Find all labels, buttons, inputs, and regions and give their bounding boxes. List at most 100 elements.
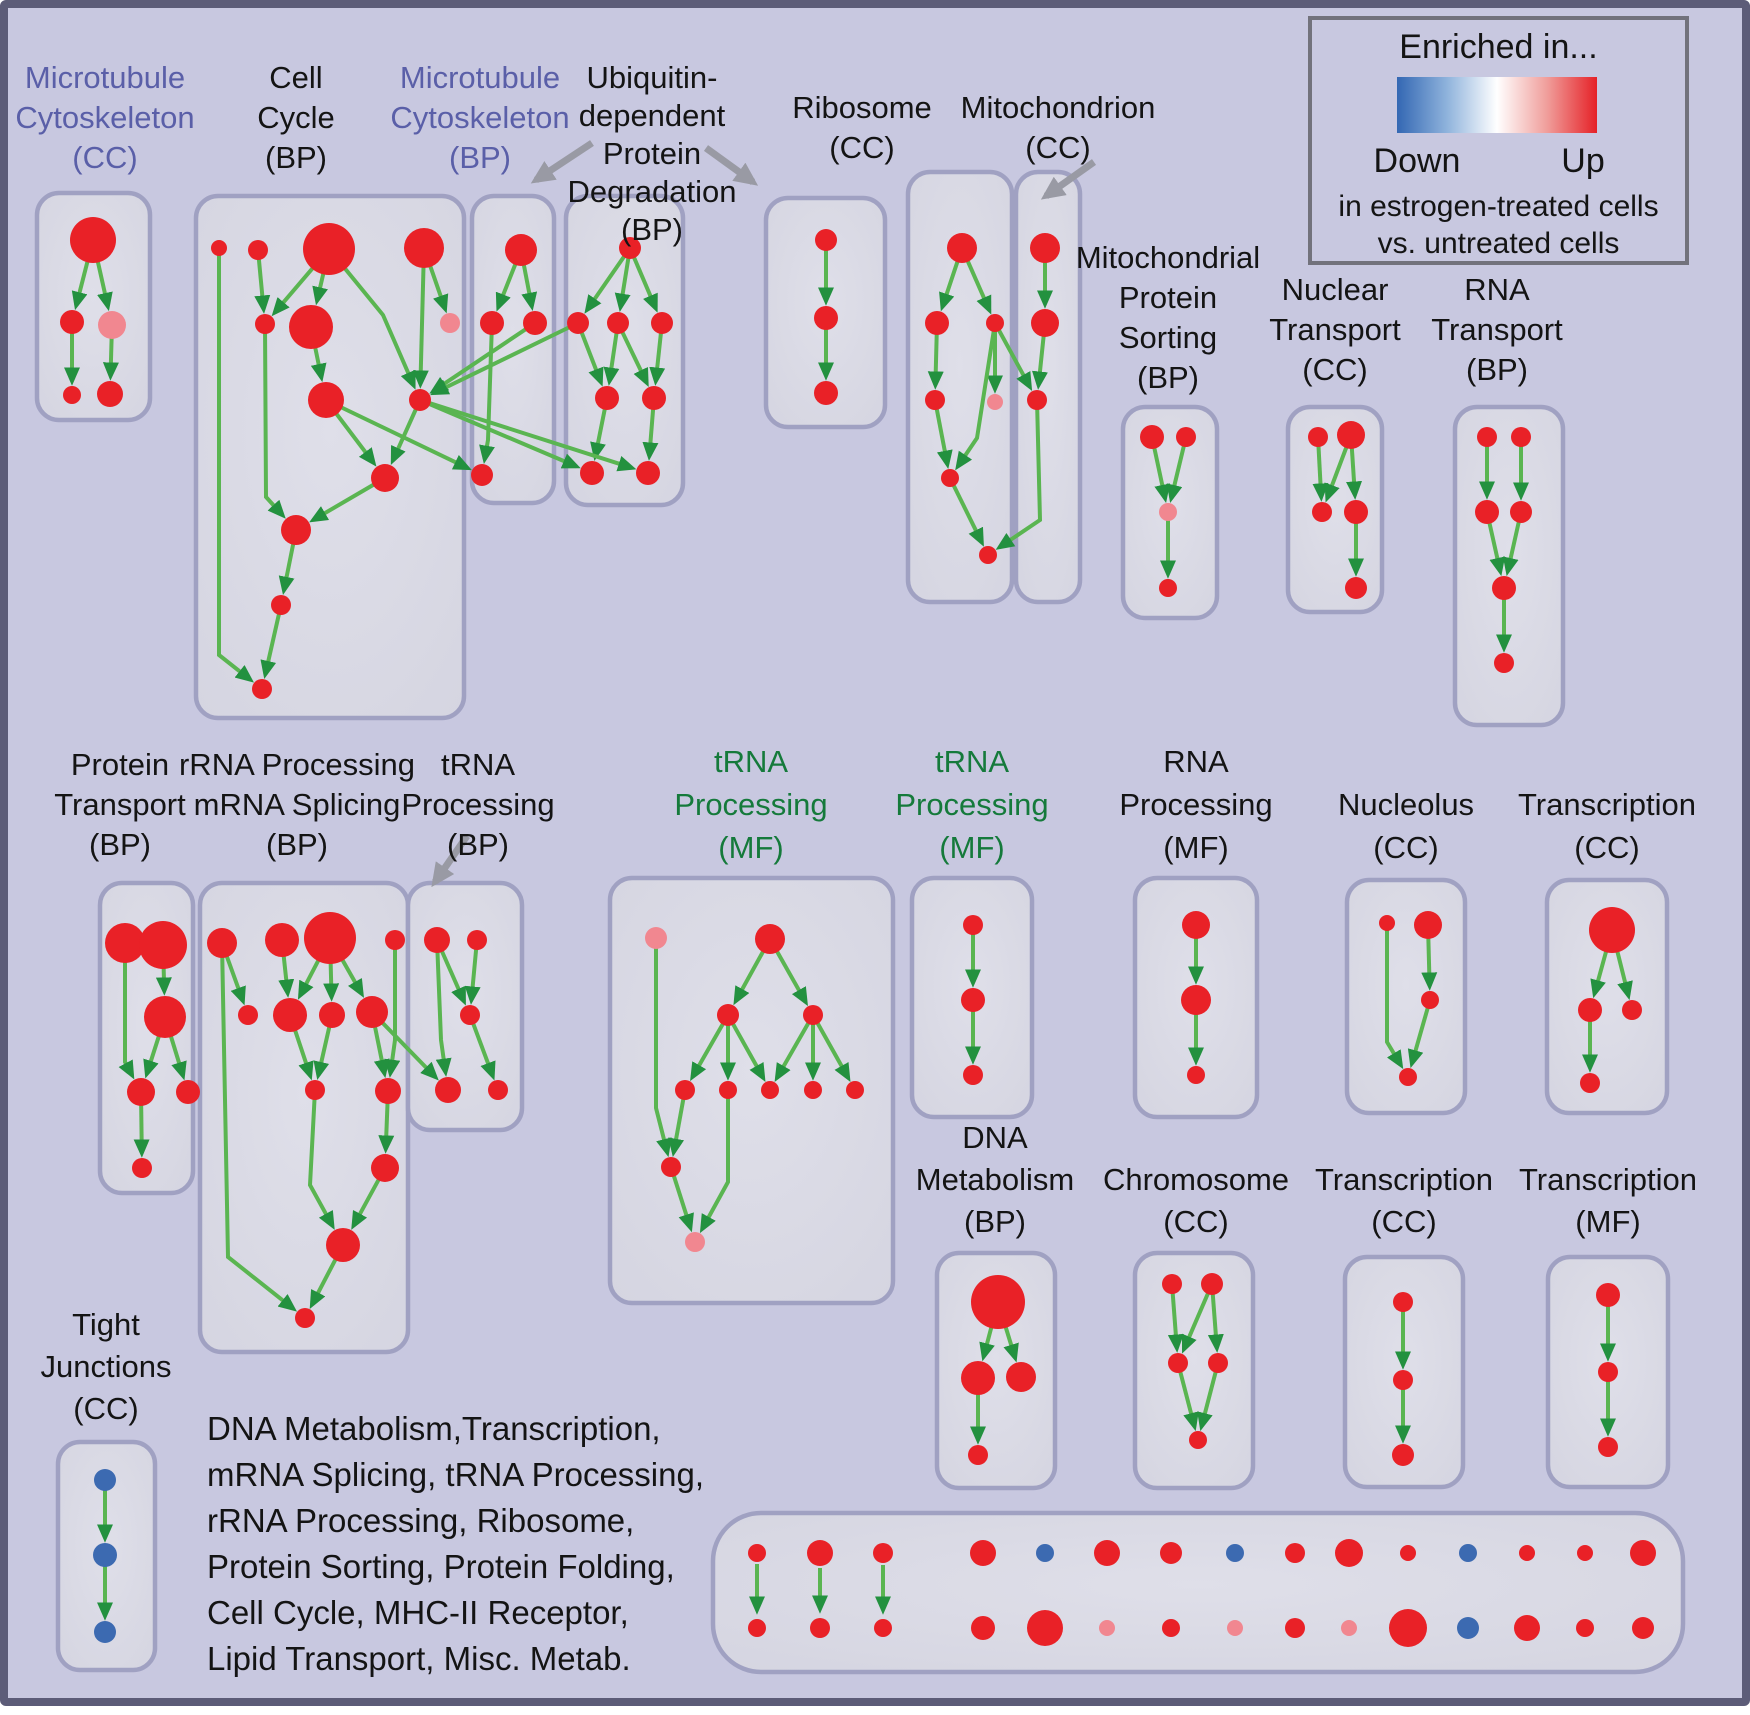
go-term-node [661, 1157, 681, 1177]
go-term-node [1006, 1362, 1036, 1392]
go-term-node [873, 1543, 893, 1563]
go-term-node [1393, 1370, 1413, 1390]
cluster-label-line: (BP) [449, 140, 511, 175]
go-term-node [1162, 1619, 1180, 1637]
cluster-label-line: Tight [72, 1307, 140, 1342]
go-term-node [70, 217, 116, 263]
go-term-node [375, 1078, 401, 1104]
go-term-node [1226, 1544, 1244, 1562]
cluster-label-line: Transport [1431, 312, 1563, 347]
go-term-node [1337, 421, 1365, 449]
go-term-node [289, 305, 333, 349]
go-term-node [717, 1004, 739, 1026]
go-term-node [748, 1619, 766, 1637]
go-term-node [1312, 502, 1332, 522]
go-term-node [1580, 1073, 1600, 1093]
edge-arrow [933, 399, 953, 469]
go-term-node [1519, 1545, 1535, 1561]
misc-term-pairs [748, 1539, 1656, 1647]
go-term-node [1400, 1545, 1416, 1561]
go-term-node [719, 1081, 737, 1099]
go-term-node [1578, 998, 1602, 1022]
edge-arrow [616, 322, 649, 388]
go-term-node [1596, 1283, 1620, 1307]
cluster-box-misc-terms [710, 1510, 1686, 1675]
go-term-nodes [60, 217, 1642, 1643]
cluster-box-nuclear-transport-cc [1285, 404, 1385, 615]
cluster-box-dna-metabolism-bp [934, 1250, 1058, 1491]
cluster-label-line: Chromosome [1103, 1162, 1289, 1197]
cluster-label-line: (CC) [73, 1391, 138, 1426]
go-term-node [98, 311, 126, 339]
cluster-label-line: Processing [1119, 787, 1272, 822]
go-term-node [480, 311, 504, 335]
go-term-node [619, 237, 641, 259]
cluster-label-line: Cycle [257, 100, 335, 135]
go-term-node [651, 312, 673, 334]
cluster-label-line: (BP) [1137, 360, 1199, 395]
edge-arrow [1385, 923, 1404, 1070]
go-term-node [1335, 1539, 1363, 1567]
go-term-node [645, 927, 667, 949]
cluster-label-line: Sorting [1119, 320, 1217, 355]
cluster-box-chromosome-cc [1132, 1250, 1256, 1491]
go-term-node [435, 1077, 461, 1103]
cluster-label-line: RNA [1464, 272, 1530, 307]
go-term-node [139, 921, 187, 969]
cluster-label-line: (BP) [621, 212, 683, 247]
cluster-label-line: dependent [579, 98, 726, 133]
go-term-node [385, 930, 405, 950]
cluster-label-line: Microtubule [25, 60, 185, 95]
go-term-node [1379, 915, 1395, 931]
cluster-label-line: Ribosome [792, 90, 932, 125]
go-term-node [1187, 1066, 1205, 1084]
go-term-node [409, 389, 431, 411]
go-term-node [63, 386, 81, 404]
go-term-node [971, 1616, 995, 1640]
go-term-node [814, 306, 838, 330]
go-term-node [636, 461, 660, 485]
go-term-node [105, 923, 145, 963]
edge-arrow [1166, 436, 1188, 504]
cluster-label-line: Ubiquitin- [587, 60, 718, 95]
go-term-node [748, 1544, 766, 1562]
label-pointer-arrow [530, 140, 594, 184]
go-term-node [874, 1619, 892, 1637]
edge-arrow [384, 940, 401, 1078]
go-term-node [1457, 1617, 1479, 1639]
go-term-node [607, 312, 629, 334]
edge-arrow [479, 322, 495, 464]
legend: Enriched in... Down Up in estrogen-treated … [1308, 16, 1689, 265]
go-term-node [460, 1005, 480, 1025]
go-term-node [941, 469, 959, 487]
edge-arrow [325, 398, 472, 471]
go-term-node [1285, 1543, 1305, 1563]
go-term-node [1036, 1544, 1054, 1562]
go-term-node [675, 1080, 695, 1100]
go-term-node [94, 1621, 116, 1643]
go-term-node [1168, 1353, 1188, 1373]
go-term-node [963, 915, 983, 935]
go-term-node [815, 229, 837, 251]
cluster-label-line: Processing [895, 787, 1048, 822]
go-term-node [807, 1540, 833, 1566]
go-term-node [371, 464, 399, 492]
go-term-node [471, 464, 493, 486]
go-term-node [1475, 500, 1499, 524]
go-term-node [308, 382, 344, 418]
edge-arrow [699, 1090, 730, 1234]
edge-arrow [774, 1014, 815, 1083]
annotation-text-line: mRNA Splicing, tRNA Processing, [207, 1456, 704, 1493]
cluster-label-line: (CC) [1163, 1204, 1228, 1239]
go-term-node [303, 223, 355, 275]
edge-arrow [948, 477, 984, 547]
cluster-label-line: Processing [674, 787, 827, 822]
edge-arrow [419, 398, 637, 472]
go-term-node [755, 924, 785, 954]
cluster-box-mitochondrion-cc [1013, 169, 1083, 605]
go-term-node [685, 1232, 705, 1252]
cluster-label-line: Transcription [1518, 787, 1696, 822]
go-term-node [144, 996, 186, 1038]
edge-arrow [654, 938, 672, 1158]
edge-arrow [584, 246, 632, 314]
